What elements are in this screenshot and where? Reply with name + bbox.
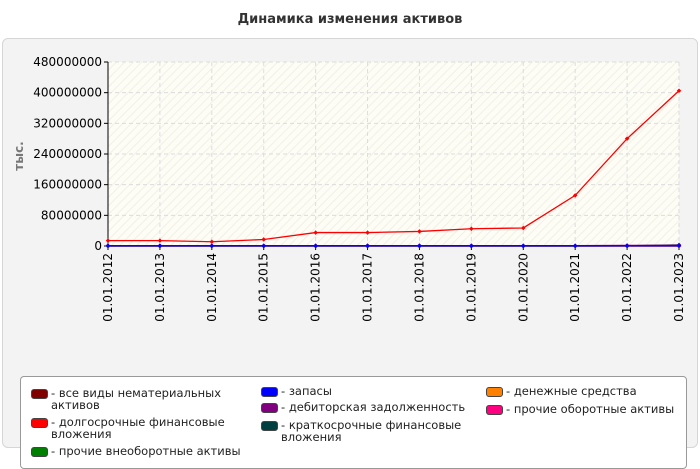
x-tick-label: 01.01.2012: [101, 253, 115, 322]
y-tick-label: 240000000: [33, 147, 102, 161]
y-tick-label: 80000000: [41, 208, 102, 222]
legend-label: краткосрочные финансовые вложения: [281, 419, 471, 443]
legend-item: прочие оборотные активы: [486, 403, 696, 415]
legend-item: краткосрочные финансовые вложения: [261, 419, 471, 443]
legend: все виды нематериальных активов долгосроч…: [20, 376, 687, 469]
legend-item: дебиторская задолженность: [261, 401, 471, 413]
legend-swatch: [31, 418, 48, 428]
legend-swatch: [261, 403, 278, 413]
legend-label: прочие оборотные активы: [506, 403, 674, 415]
legend-item: прочие внеоборотные активы: [31, 445, 246, 457]
chart-title: Динамика изменения активов: [0, 12, 700, 27]
x-tick-label: 01.01.2014: [205, 253, 219, 322]
x-tick-label: 01.01.2021: [568, 253, 582, 322]
x-tick-label: 01.01.2015: [257, 253, 271, 322]
x-tick-label: 01.01.2016: [309, 253, 323, 322]
chart-panel: 0 80000000 160000000 240000000 320000000 4000…: [2, 38, 698, 448]
legend-label: запасы: [281, 385, 332, 397]
x-tick-label: 01.01.2013: [153, 253, 167, 322]
legend-swatch: [31, 447, 48, 457]
x-tick-labels: 01.01.2012 01.01.2013 01.01.2014 01.01.2015…: [101, 246, 686, 322]
legend-item: долгосрочные финансовые вложения: [31, 416, 246, 440]
y-tick-label: 160000000: [33, 178, 102, 192]
legend-item: запасы: [261, 385, 471, 397]
x-tick-label: 01.01.2019: [464, 253, 478, 322]
legend-item: денежные средства: [486, 385, 696, 397]
y-axis-label: тыс.: [12, 141, 26, 170]
legend-swatch: [261, 421, 278, 431]
y-tick-label: 0: [94, 239, 102, 253]
y-tick-labels: 0 80000000 160000000 240000000 320000000 4000…: [33, 55, 108, 253]
legend-label: денежные средства: [506, 385, 637, 397]
legend-label: долгосрочные финансовые вложения: [51, 416, 246, 440]
legend-label: все виды нематериальных активов: [51, 387, 246, 411]
y-tick-label: 400000000: [33, 86, 102, 100]
x-tick-label: 01.01.2017: [361, 253, 375, 322]
x-tick-label: 01.01.2023: [672, 253, 686, 322]
legend-swatch: [486, 405, 503, 415]
legend-label: прочие внеоборотные активы: [51, 445, 241, 457]
legend-swatch: [31, 389, 48, 399]
legend-item: все виды нематериальных активов: [31, 387, 246, 411]
legend-label: дебиторская задолженность: [281, 401, 465, 413]
y-tick-label: 480000000: [33, 55, 102, 69]
legend-swatch: [486, 387, 503, 397]
x-tick-label: 01.01.2018: [412, 253, 426, 322]
y-tick-label: 320000000: [33, 116, 102, 130]
legend-swatch: [261, 387, 278, 397]
x-tick-label: 01.01.2022: [620, 253, 634, 322]
x-tick-label: 01.01.2020: [516, 253, 530, 322]
